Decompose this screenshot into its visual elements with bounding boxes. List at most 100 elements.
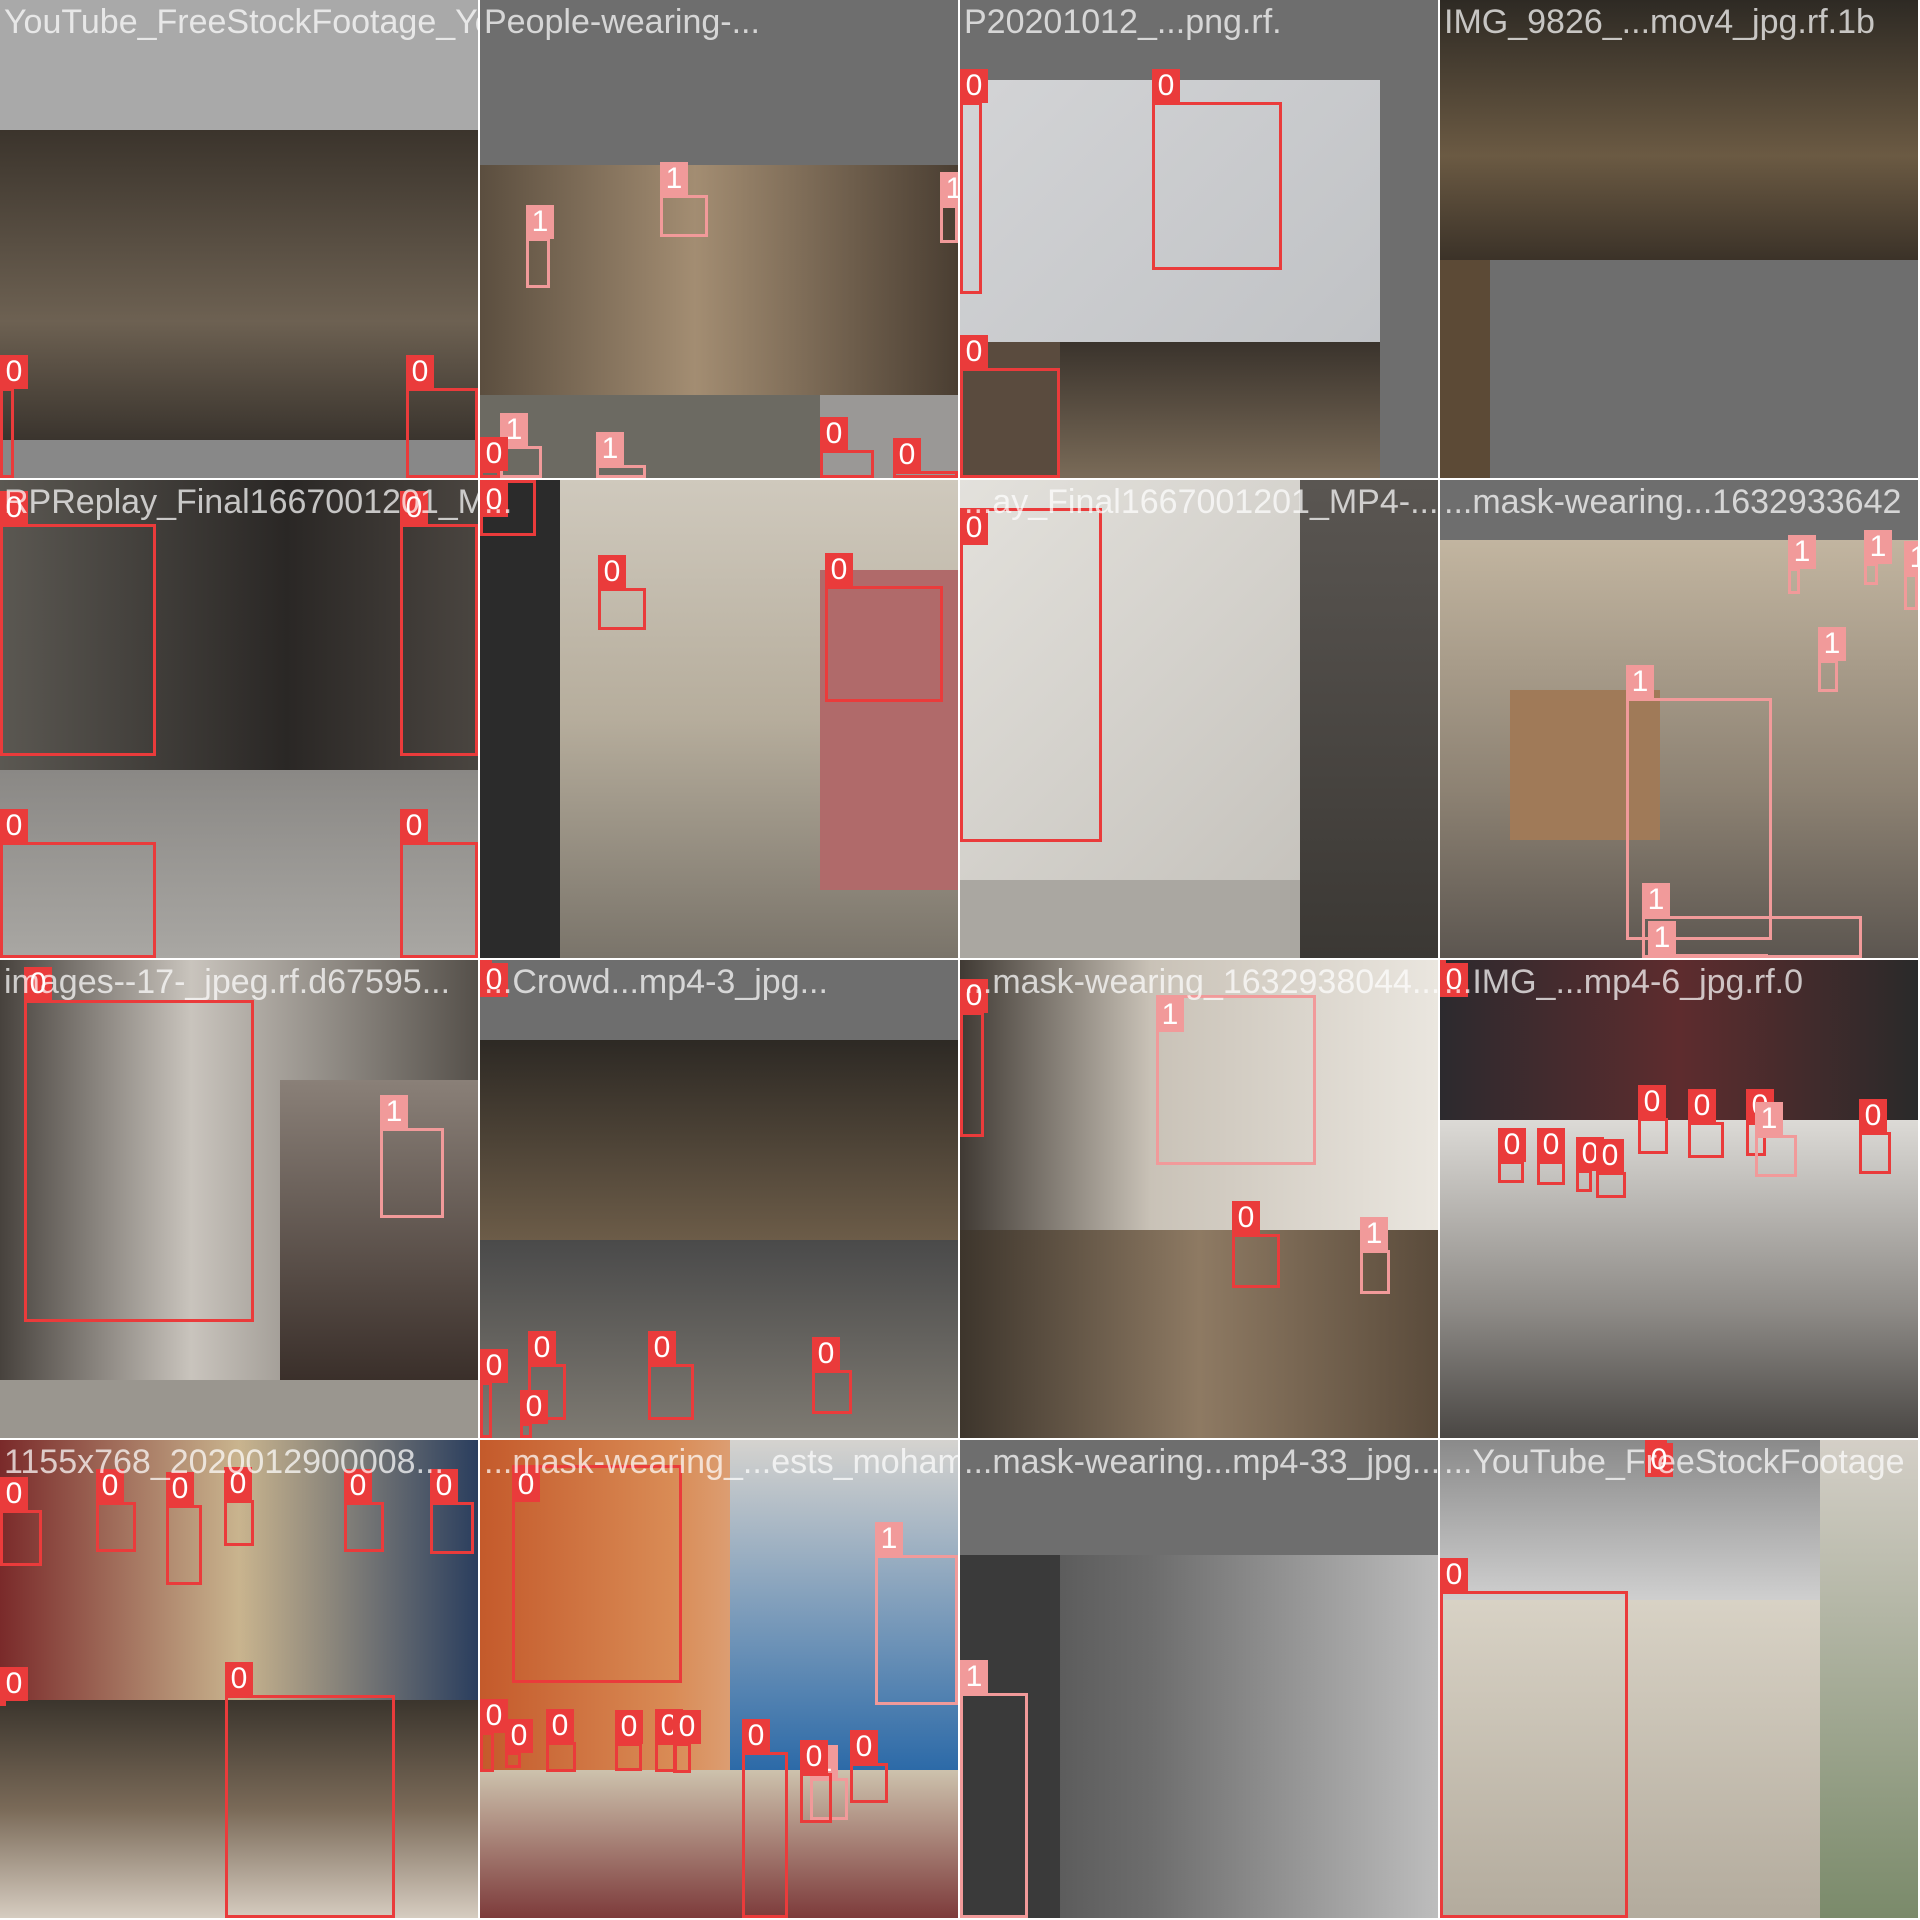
detection-box: 0 <box>1537 1128 1565 1185</box>
class-label: 0 <box>0 1667 28 1701</box>
photo-region <box>960 80 1380 342</box>
class-label: 0 <box>1498 1128 1526 1162</box>
detection-box: 1 <box>1818 627 1846 692</box>
photo-region <box>0 480 478 770</box>
class-label: 1 <box>596 432 624 466</box>
class-label: 1 <box>875 1522 903 1556</box>
detection-box: 0 <box>0 491 156 756</box>
photo-region <box>0 1380 478 1438</box>
photo-region <box>1440 1600 1820 1918</box>
detection-box: 0 <box>96 1469 136 1552</box>
detection-box: 0 <box>648 1331 694 1420</box>
detection-box: 0 <box>1498 1128 1526 1183</box>
tile-filename: ...Crowd...mp4-3_jpg... <box>484 963 828 1001</box>
class-label: 0 <box>400 809 428 843</box>
tile-filename: YouTube_FreeStockFootage_YouTube-FreeSto… <box>4 3 478 41</box>
detection-box: 0 <box>960 69 988 294</box>
mosaic-tile: ...YouTube_FreeStockFootage 0 0 <box>1440 1440 1918 1918</box>
grid-separator <box>0 1438 1920 1440</box>
grid-separator <box>958 0 960 1920</box>
detection-box: 0 <box>615 1710 643 1771</box>
detection-box: 0 <box>400 809 478 958</box>
detection-box: 0 <box>960 335 1060 478</box>
detection-box: 1 <box>875 1522 958 1705</box>
class-label: 0 <box>1638 1085 1666 1119</box>
class-label: 0 <box>820 417 848 451</box>
detection-box: 1 <box>1904 541 1918 610</box>
class-label: 0 <box>960 511 988 545</box>
photo-region <box>480 1240 958 1438</box>
detection-box: 0 <box>1232 1201 1280 1288</box>
detection-box: 1 <box>660 162 708 237</box>
mosaic-tile: RPReplay_Final1667001201_MP4-...0000 <box>0 480 478 958</box>
class-label: 1 <box>1755 1102 1783 1136</box>
class-label: 0 <box>673 1710 701 1744</box>
photo-region <box>1440 0 1918 260</box>
detection-box: 0 <box>225 1662 395 1918</box>
tile-filename: People-wearing-... <box>484 3 760 41</box>
detection-box: 0 <box>1440 960 1468 997</box>
detection-box: 0 <box>850 1730 888 1803</box>
class-label: 0 <box>1152 69 1180 103</box>
class-label: 0 <box>960 69 988 103</box>
class-label: 0 <box>400 491 428 525</box>
tile-filename: ...IMG_...mp4-6_jpg.rf.0 <box>1444 963 1804 1001</box>
detection-box: 0 <box>512 1465 682 1683</box>
tile-filename: ...mask-wearing_1632938044... <box>964 963 1438 1001</box>
class-label: 0 <box>1859 1099 1887 1133</box>
class-label: 1 <box>1818 627 1846 661</box>
detection-box: 1 <box>1626 665 1772 940</box>
class-label: 0 <box>1440 963 1468 997</box>
mosaic-tile: ... 0 0 0 <box>480 480 958 958</box>
class-label: 1 <box>526 205 554 239</box>
detection-box: 1 <box>960 1660 1028 1918</box>
mosaic-tile: ...ay_Final1667001201_MP4-... 0 <box>960 480 1438 958</box>
class-label: 0 <box>166 1472 194 1506</box>
class-label: 0 <box>528 1331 556 1365</box>
class-label: 0 <box>96 1469 124 1503</box>
detection-box: 0 <box>24 967 254 1322</box>
mosaic-tile: ...IMG_...mp4-6_jpg.rf.00000000100 <box>1440 960 1918 1438</box>
detection-box: 0 <box>480 1699 508 1772</box>
detection-box: 1 <box>1360 1217 1390 1294</box>
photo-region <box>730 1440 958 1770</box>
grid-separator <box>0 958 1920 960</box>
photo-region <box>1440 260 1490 478</box>
detection-box: 1 <box>940 172 958 243</box>
photo-region <box>960 1230 1438 1438</box>
class-label: 0 <box>546 1709 574 1743</box>
photo-region <box>960 880 1300 958</box>
class-label: 0 <box>480 1349 508 1383</box>
photo-region <box>1440 960 1918 1120</box>
detection-box: 0 <box>800 1740 832 1823</box>
detection-box: 0 <box>742 1719 788 1918</box>
mosaic-tile: IMG_9826_...mov4_jpg.rf.1b <box>1440 0 1918 478</box>
class-label: 0 <box>850 1730 878 1764</box>
class-label: 0 <box>1688 1089 1716 1123</box>
class-label: 1 <box>940 172 958 206</box>
detection-box: 0 <box>480 480 536 536</box>
mosaic-tile: ...Crowd...mp4-3_jpg... 0 0 0 0 0 0 <box>480 960 958 1438</box>
photo-region <box>0 770 478 958</box>
tile-filename: 1155x768_2020012900008... <box>4 1443 444 1481</box>
tile-filename: RPReplay_Final1667001201_MP4-... <box>4 483 478 521</box>
tile-filename: P20201012_...png.rf. <box>964 3 1282 41</box>
detection-box: 0 <box>1688 1089 1724 1158</box>
photo-region <box>0 1700 478 1918</box>
photo-region <box>480 1770 958 1918</box>
grid-separator <box>1438 0 1440 1920</box>
class-label: 1 <box>1642 883 1670 917</box>
detection-box: 0 <box>893 438 958 478</box>
detection-box: 0 <box>344 1469 384 1552</box>
class-label: 0 <box>1645 1443 1673 1477</box>
tile-filename: ...mask-wearing...mp4-33_jpg...ests_moha… <box>964 1443 1438 1481</box>
detection-box: 0 <box>0 809 156 958</box>
photo-region <box>960 480 1300 880</box>
tile-filename: ... <box>484 483 513 521</box>
mosaic-tile: ...mask-wearing_1632938044... 0 1 0 1 <box>960 960 1438 1438</box>
class-label: 0 <box>480 963 508 997</box>
photo-region <box>480 165 958 395</box>
detection-box: 0 <box>1645 1440 1673 1477</box>
detection-box: 0 <box>1596 1139 1626 1198</box>
class-label: 1 <box>380 1095 408 1129</box>
